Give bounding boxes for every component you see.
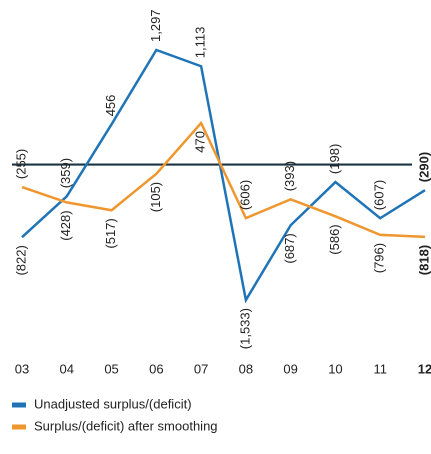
data-label: (105) [148, 182, 163, 212]
data-label: (198) [327, 144, 342, 174]
x-tick-label: 06 [149, 361, 163, 376]
data-label: (586) [327, 224, 342, 254]
x-tick-label: 11 [373, 361, 387, 376]
data-label: 1,113 [193, 27, 208, 59]
legend-label: Surplus/(deficit) after smoothing [34, 418, 218, 433]
line-series [21, 48, 426, 304]
legend-swatch [12, 402, 26, 408]
legend-label: Unadjusted surplus/(deficit) [34, 396, 192, 411]
data-label: (607) [372, 180, 387, 210]
x-tick-label: 08 [239, 361, 253, 376]
data-label: (606) [237, 180, 252, 210]
x-tick-label: 12 [418, 361, 431, 376]
data-label: (255) [13, 149, 28, 179]
data-label: (822) [13, 245, 28, 275]
data-label: 470 [193, 131, 208, 153]
x-tick-label: 09 [283, 361, 297, 376]
x-tick-label: 10 [328, 361, 342, 376]
data-label: (290) [416, 152, 431, 182]
x-tick-label: 05 [104, 361, 118, 376]
data-label: (517) [103, 218, 118, 248]
data-label: (818) [416, 245, 431, 275]
line-series [21, 120, 426, 239]
legend-swatch [12, 424, 26, 430]
x-tick-label: 03 [15, 361, 29, 376]
data-label: (687) [282, 233, 297, 263]
data-label: (796) [372, 243, 387, 273]
x-tick-label: 07 [194, 361, 208, 376]
data-label: 1,297 [148, 9, 163, 42]
data-label: (359) [58, 158, 73, 188]
data-label: (1,533) [237, 308, 252, 349]
data-label: (393) [282, 161, 297, 191]
data-label: (428) [58, 210, 73, 240]
x-tick-label: 04 [60, 361, 74, 376]
data-label: 456 [103, 95, 118, 117]
